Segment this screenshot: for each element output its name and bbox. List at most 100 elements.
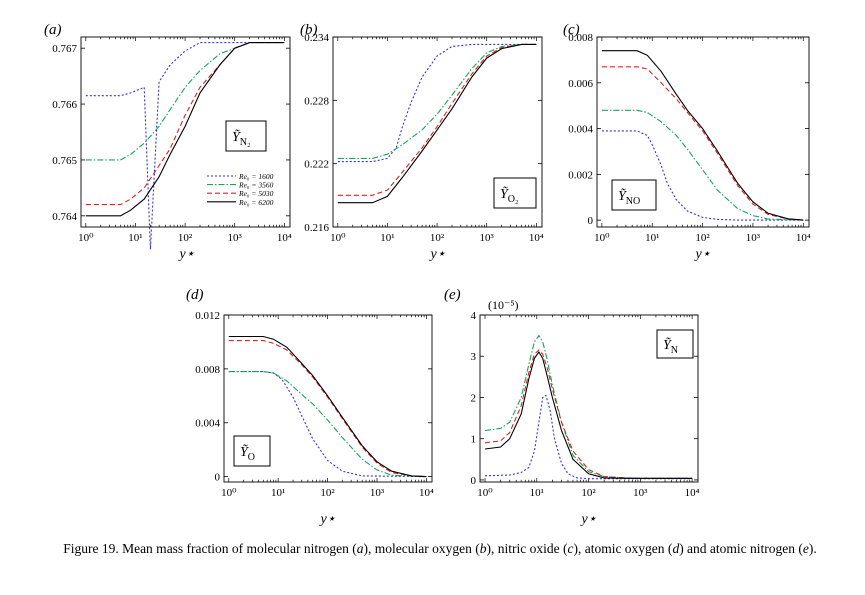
panel-label-c: (c) bbox=[563, 22, 580, 38]
series-line-b-0 bbox=[337, 43, 537, 163]
y-tick-label: 1 bbox=[471, 434, 477, 446]
series-line-c-1 bbox=[601, 109, 804, 221]
y-tick-label: 4 bbox=[471, 310, 477, 322]
x-tick-label: 10⁴ bbox=[796, 232, 811, 244]
y-tick-label: 0.008 bbox=[568, 32, 593, 44]
panel-label-e: (e) bbox=[444, 287, 461, 303]
series-line-e-3 bbox=[484, 351, 693, 479]
y-tick-label: 0.767 bbox=[52, 43, 77, 55]
series-line-d-1 bbox=[228, 371, 427, 478]
panel-b: 0.216 0.222 0.228 0.234 10⁰ 10¹ 10² 10³ 10⁴ (b) y⋆… bbox=[300, 22, 544, 262]
y-tick-label: 0 bbox=[588, 215, 594, 227]
y-tick-label: 0.004 bbox=[568, 124, 593, 136]
series-line-b-2 bbox=[337, 43, 537, 196]
series-line-c-0 bbox=[601, 130, 804, 221]
scale-label-e: (10⁻⁵) bbox=[488, 298, 519, 312]
x-axis-label-d: y⋆ bbox=[319, 512, 336, 527]
x-axis-label-b: y⋆ bbox=[429, 247, 446, 262]
y-tick-label: 0.764 bbox=[52, 211, 77, 223]
x-tick-label: 10³ bbox=[228, 232, 243, 244]
quantity-label-c: ỸNO bbox=[618, 187, 640, 207]
x-tick-label: 10¹ bbox=[530, 487, 544, 499]
series-line-a-1 bbox=[85, 42, 285, 161]
legend-entry-2: Re₀ = 5030 bbox=[238, 189, 274, 198]
series-line-c-2 bbox=[601, 66, 804, 221]
legend-entry-3: Re₀ = 6200 bbox=[238, 198, 274, 207]
quantity-label-d: ỸO bbox=[240, 443, 255, 463]
panel-d: 0 0.004 0.008 0.012 10⁰ 10¹ 10² 10³ 10⁴ (d) y⋆ ỸO bbox=[186, 287, 434, 527]
quantity-box-a bbox=[225, 120, 267, 152]
panel-d-frame bbox=[223, 314, 433, 483]
panel-c: 0 0.002 0.004 0.006 0.008 10⁰ 10¹ 10² 10³ 10⁴ (c) y… bbox=[563, 22, 811, 262]
x-tick-label: 10³ bbox=[370, 487, 385, 499]
y-tick-label: 0.766 bbox=[52, 99, 77, 111]
caption-ref-a: a bbox=[356, 541, 364, 556]
quantity-label-a: ỸN₂ bbox=[232, 128, 251, 148]
x-tick-label: 10⁰ bbox=[477, 487, 493, 499]
panel-label-b: (b) bbox=[300, 22, 318, 38]
x-tick-label: 10³ bbox=[746, 232, 761, 244]
quantity-label-e: ỸN bbox=[663, 336, 678, 356]
y-tick-label: 0 bbox=[471, 475, 477, 487]
x-tick-label: 10¹ bbox=[645, 232, 659, 244]
caption-text-5: ) and atomic nitrogen ( bbox=[679, 541, 803, 556]
caption-ref-b: b bbox=[479, 541, 487, 556]
x-tick-label: 10⁰ bbox=[594, 232, 610, 244]
x-axis-label-a: y⋆ bbox=[178, 247, 195, 262]
series-line-e-0 bbox=[484, 394, 693, 480]
x-tick-label: 10⁰ bbox=[330, 232, 346, 244]
y-tick-label: 3 bbox=[471, 351, 477, 363]
x-axis-label-e: y⋆ bbox=[580, 512, 597, 527]
series-line-e-2 bbox=[484, 349, 693, 479]
y-tick-label: 0 bbox=[215, 472, 221, 484]
panel-label-d: (d) bbox=[186, 287, 204, 303]
caption-text-4: ), atomic oxygen ( bbox=[573, 541, 673, 556]
x-tick-label: 10⁴ bbox=[685, 487, 700, 499]
caption-text-1: Figure 19. Mean mass fraction of molecul… bbox=[63, 541, 357, 556]
x-axis-label-c: y⋆ bbox=[694, 247, 711, 262]
series-line-a-3 bbox=[85, 42, 285, 217]
y-tick-label: 0.012 bbox=[195, 310, 220, 322]
x-tick-label: 10¹ bbox=[380, 232, 394, 244]
series-line-b-3 bbox=[337, 43, 537, 204]
caption-text-6: ). bbox=[808, 541, 817, 556]
x-tick-label: 10² bbox=[178, 232, 193, 244]
x-tick-label: 10¹ bbox=[128, 232, 142, 244]
quantity-box-c bbox=[611, 179, 657, 211]
caption-ref-c: c bbox=[567, 541, 574, 556]
series-line-a-0 bbox=[85, 42, 285, 250]
panel-label-a: (a) bbox=[44, 22, 62, 38]
figure-caption: Figure 19. Mean mass fraction of molecul… bbox=[60, 540, 820, 558]
quantity-label-b: ỸO₂ bbox=[500, 185, 519, 205]
x-tick-label: 10⁰ bbox=[221, 487, 237, 499]
y-tick-label: 0.002 bbox=[568, 169, 593, 181]
x-tick-label: 10⁴ bbox=[529, 232, 544, 244]
x-tick-label: 10⁴ bbox=[277, 232, 292, 244]
series-line-d-0 bbox=[228, 371, 427, 478]
quantity-box-d bbox=[233, 435, 271, 467]
panel-e-frame bbox=[479, 314, 699, 483]
caption-ref-d: d bbox=[672, 541, 680, 556]
series-line-e-1 bbox=[484, 334, 693, 479]
caption-ref-e: e bbox=[802, 541, 809, 556]
panel-a-frame bbox=[80, 36, 291, 228]
caption-text-3: ), nitric oxide ( bbox=[486, 541, 568, 556]
x-tick-label: 10² bbox=[430, 232, 445, 244]
quantity-box-b bbox=[493, 177, 537, 209]
y-tick-label: 0.216 bbox=[304, 222, 329, 234]
series-line-a-2 bbox=[85, 42, 285, 206]
y-tick-label: 0.222 bbox=[304, 159, 329, 171]
panel-e: 0 1 2 3 4 10⁰ 10¹ 10² 10³ 10⁴ (e) y⋆ (10⁻⁵) ỸN bbox=[444, 287, 700, 527]
y-tick-label: 0.004 bbox=[195, 418, 220, 430]
y-tick-label: 0.006 bbox=[568, 78, 593, 90]
series-line-d-3 bbox=[228, 335, 427, 478]
x-tick-label: 10² bbox=[695, 232, 710, 244]
panel-b-frame bbox=[332, 36, 543, 228]
quantity-box-e bbox=[656, 329, 694, 359]
legend-entry-1: Re₀ = 3560 bbox=[238, 181, 274, 190]
x-tick-label: 10⁴ bbox=[419, 487, 434, 499]
y-tick-label: 0.765 bbox=[52, 155, 77, 167]
series-line-b-1 bbox=[337, 43, 537, 159]
